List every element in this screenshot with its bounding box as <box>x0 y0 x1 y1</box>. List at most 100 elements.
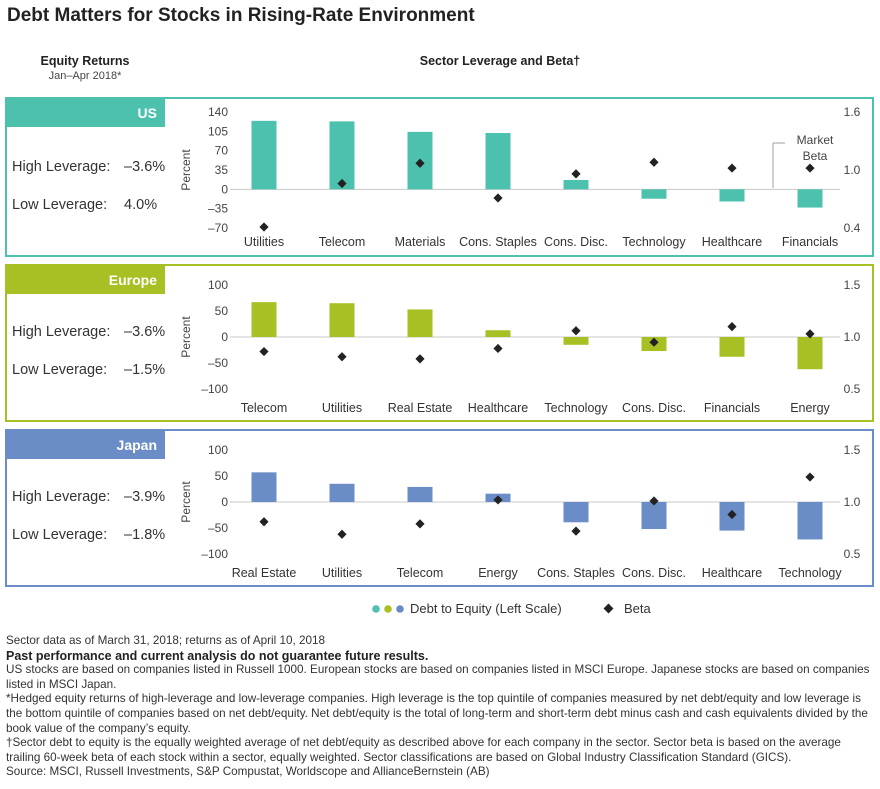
debt-bar <box>251 120 277 190</box>
europe-chart: 100 50 0 –50 –100 1.5 1.0 0.5 Percent Telecom Util… <box>179 278 861 415</box>
beta-marker <box>727 163 737 173</box>
market-beta-label-2: Beta <box>803 149 828 163</box>
beta-marker <box>259 222 269 232</box>
high-leverage-label: High Leverage: <box>12 489 111 505</box>
market-beta-annotation: Market Beta <box>772 133 834 188</box>
beta-marker <box>493 343 503 354</box>
category-label: Telecom <box>319 235 366 249</box>
footnotes: Sector data as of March 31, 2018; return… <box>6 634 878 780</box>
debt-bar <box>485 132 511 190</box>
debt-bar <box>719 189 745 202</box>
right-axis-tick: 1.0 <box>844 495 861 509</box>
debt-bar <box>797 189 823 208</box>
left-axis-tick: 0 <box>221 182 228 196</box>
category-label: Financials <box>704 401 760 415</box>
low-leverage-value: –1.5% <box>124 362 166 378</box>
category-label: Technology <box>778 566 842 580</box>
market-beta-label-1: Market <box>797 133 834 147</box>
beta-marker <box>259 517 269 527</box>
europe-low-leverage: Low Leverage: –1.5% <box>12 362 165 378</box>
us-chart: Market Beta 140 105 70 35 0 –35 –70 1.6 1.0 0.4 Perc… <box>179 105 861 249</box>
high-leverage-label: High Leverage: <box>12 324 111 340</box>
right-axis-tick: 0.4 <box>844 221 861 235</box>
y-axis-label: Percent <box>179 149 193 191</box>
low-leverage-label: Low Leverage: <box>12 197 108 213</box>
beta-marker <box>571 526 581 536</box>
beta-marker <box>415 519 425 529</box>
beta-marker <box>571 169 581 179</box>
left-axis-tick: 140 <box>208 105 228 119</box>
beta-marker <box>493 193 503 203</box>
japan-high-leverage: High Leverage: –3.9% <box>12 489 165 505</box>
us-high-leverage: High Leverage: –3.6% <box>12 159 165 175</box>
us-region-tab: US <box>7 99 165 127</box>
category-label: Cons. Disc. <box>622 401 686 415</box>
category-label: Real Estate <box>388 401 453 415</box>
left-axis-tick: 70 <box>215 144 229 158</box>
left-axis-tick: 100 <box>208 278 228 292</box>
debt-bar <box>719 337 745 357</box>
debt-bar <box>329 483 355 502</box>
left-axis-tick: 0 <box>221 495 228 509</box>
legend-dot-japan <box>396 605 404 613</box>
high-leverage-value: –3.9% <box>124 489 166 505</box>
debt-bar <box>797 502 823 540</box>
equity-returns-period: Jan–Apr 2018* <box>48 70 122 82</box>
left-axis-tick: 100 <box>208 443 228 457</box>
left-axis-tick: 105 <box>208 124 228 138</box>
legend-beta-diamond <box>603 603 614 614</box>
beta-marker <box>415 354 425 364</box>
right-axis-tick: 0.5 <box>844 382 861 396</box>
high-leverage-value: –3.6% <box>124 324 166 340</box>
left-axis-tick: –100 <box>201 547 228 561</box>
beta-marker <box>337 178 347 189</box>
page-title: Debt Matters for Stocks in Rising-Rate E… <box>7 5 475 26</box>
beta-marker <box>337 529 347 539</box>
category-label: Utilities <box>322 566 362 580</box>
beta-marker <box>805 163 815 173</box>
category-label: Cons. Staples <box>537 566 615 580</box>
us-low-leverage: Low Leverage: 4.0% <box>12 197 157 213</box>
debt-bar <box>251 472 277 502</box>
high-leverage-label: High Leverage: <box>12 159 111 175</box>
category-label: Utilities <box>322 401 362 415</box>
category-label: Cons. Disc. <box>622 566 686 580</box>
low-leverage-label: Low Leverage: <box>12 362 108 378</box>
left-axis-tick: –100 <box>201 382 228 396</box>
beta-marker <box>805 329 815 339</box>
japan-region-tab: Japan <box>7 431 165 459</box>
legend-dot-us <box>372 605 380 613</box>
debt-bar <box>563 179 589 190</box>
right-axis-tick: 0.5 <box>844 547 861 561</box>
category-label: Cons. Staples <box>459 235 537 249</box>
footnote-universe: US stocks are based on companies listed … <box>6 663 870 691</box>
low-leverage-label: Low Leverage: <box>12 527 108 543</box>
left-axis-tick: –35 <box>208 202 228 216</box>
y-axis-label: Percent <box>179 481 193 523</box>
us-panel: US High Leverage: –3.6% Low Leverage: 4.… <box>5 97 874 257</box>
left-axis-tick: 50 <box>215 304 229 318</box>
left-axis-tick: 0 <box>221 330 228 344</box>
footnote-disclaimer: Past performance and current analysis do… <box>6 648 429 663</box>
category-label: Utilities <box>244 235 284 249</box>
right-axis-tick: 1.6 <box>844 105 861 119</box>
y-axis-label: Percent <box>179 316 193 358</box>
debt-bar <box>329 303 355 337</box>
category-label: Healthcare <box>702 566 762 580</box>
debt-bar <box>407 309 433 337</box>
beta-marker <box>493 495 503 505</box>
legend-beta-label: Beta <box>624 601 651 616</box>
beta-marker <box>571 326 581 336</box>
right-axis-tick: 1.0 <box>844 330 861 344</box>
europe-high-leverage: High Leverage: –3.6% <box>12 324 165 340</box>
category-label: Telecom <box>241 401 288 415</box>
category-label: Real Estate <box>232 566 297 580</box>
sector-leverage-header: Sector Leverage and Beta† <box>419 54 581 68</box>
debt-bar <box>563 337 589 345</box>
category-label: Materials <box>395 235 446 249</box>
category-label: Energy <box>790 401 830 415</box>
equity-returns-title: Equity Returns <box>40 54 130 68</box>
left-axis-tick: 35 <box>215 163 229 177</box>
debt-bar <box>641 502 667 530</box>
legend: Debt to Equity (Left Scale) Beta <box>0 600 880 618</box>
